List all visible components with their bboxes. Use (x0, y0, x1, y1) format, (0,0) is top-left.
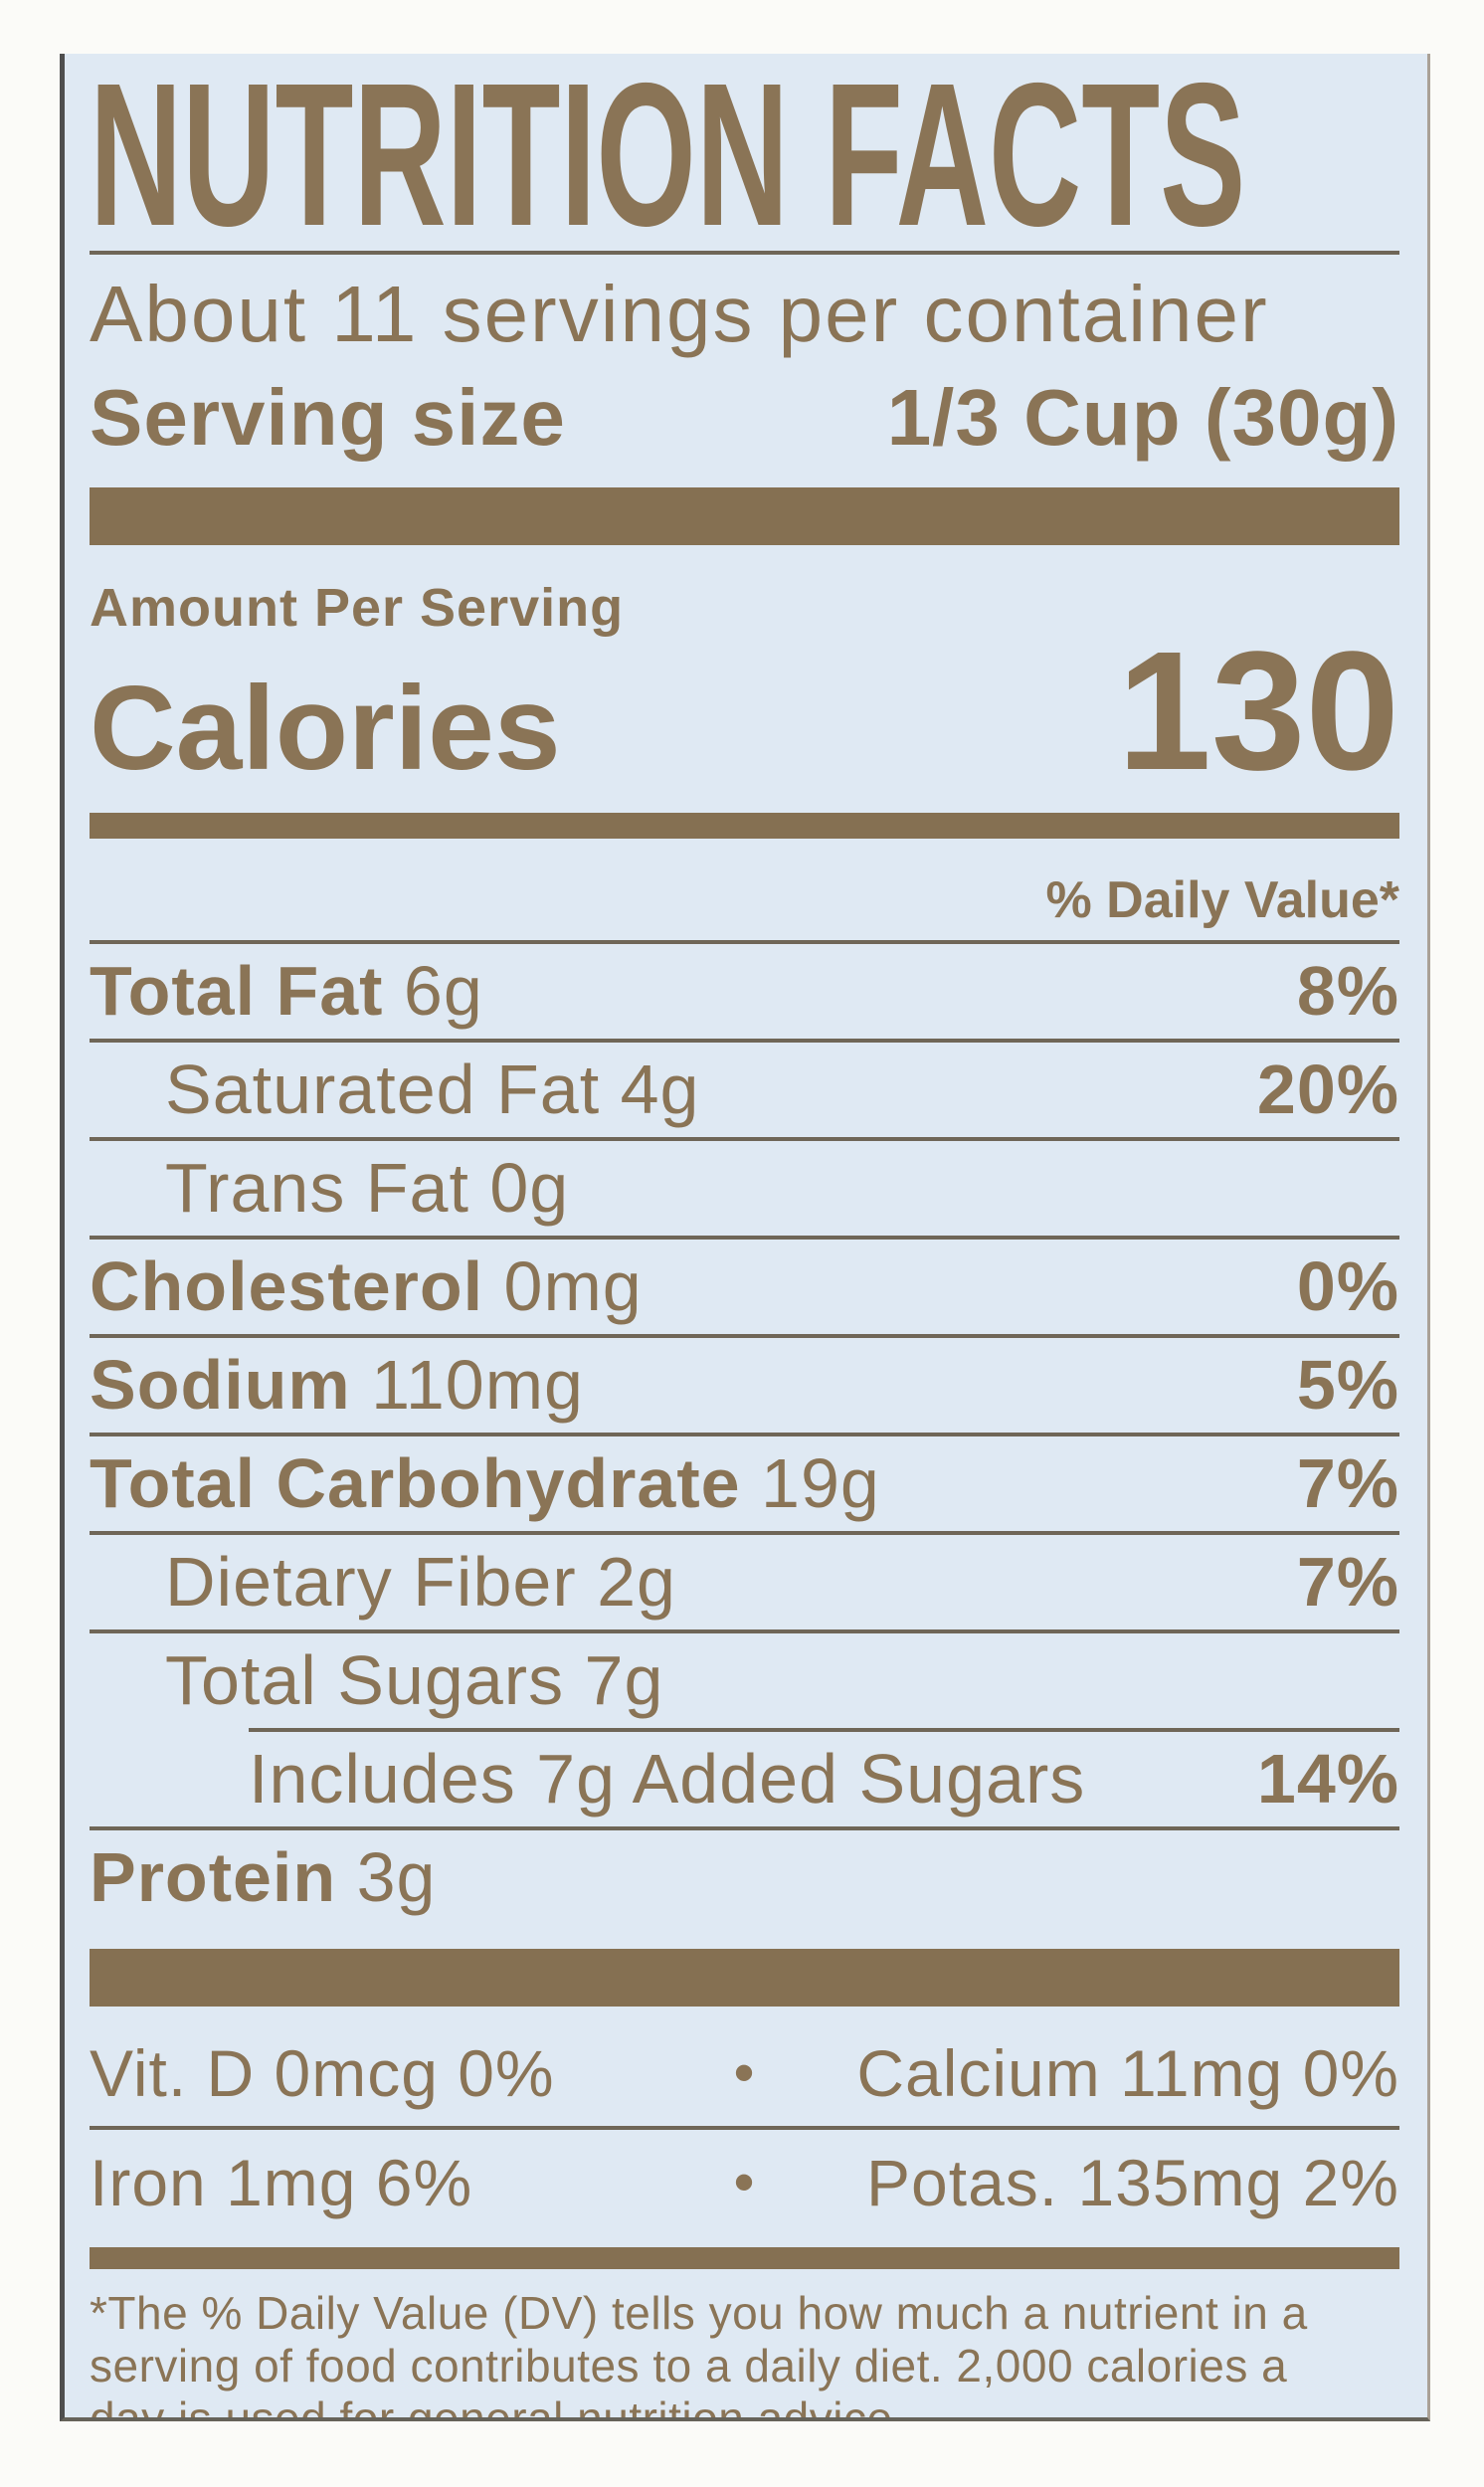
serving-size-row: Serving size 1/3 Cup (30g) (90, 372, 1399, 464)
nutrient-daily-value: 7% (1296, 1543, 1399, 1621)
nutrient-name-amount: Total Carbohydrate 19g (90, 1444, 880, 1522)
bullet-separator: • (733, 2149, 756, 2215)
nutrient-row-saturated-fat: Saturated Fat 4g 20% (90, 1043, 1399, 1137)
section-bar-bottom (90, 2247, 1399, 2269)
row-divider (90, 1433, 1399, 1436)
row-divider (90, 1039, 1399, 1043)
amount-per-serving-label: Amount Per Serving (90, 578, 625, 638)
row-divider (90, 1531, 1399, 1535)
vitamin-right-value: Potas. 135mg 2% (866, 2146, 1399, 2219)
daily-value-footnote: *The % Daily Value (DV) tells you how mu… (90, 2287, 1399, 2421)
serving-size-label: Serving size (90, 373, 566, 462)
row-divider (90, 1826, 1399, 1830)
vitamin-left-value: Vit. D 0mcg 0% (90, 2036, 555, 2110)
nutrient-rows: Total Fat 6g 8% Saturated Fat 4g 20% Trans F… (90, 944, 1399, 1925)
section-bar-calories (90, 813, 1399, 839)
serving-size-value: 1/3 Cup (30g) (886, 373, 1399, 462)
calories-row: Calories 130 (90, 617, 1399, 806)
calories-label: Calories (90, 662, 561, 795)
footnote-line: serving of food contributes to a daily d… (90, 2340, 1288, 2391)
vitamin-row-vit: Vit. D 0mcg 0% • Calcium 11mg 0% (90, 2020, 1399, 2126)
nutrient-name-amount: Includes 7g Added Sugars (249, 1740, 1086, 1817)
vitamin-row-iron: Iron 1mg 6% • Potas. 135mg 2% (90, 2130, 1399, 2235)
row-divider (90, 1334, 1399, 1338)
nutrient-daily-value: 8% (1296, 952, 1399, 1030)
title-divider (90, 251, 1399, 255)
nutrient-daily-value: 0% (1296, 1247, 1399, 1325)
nutrient-daily-value: 5% (1296, 1346, 1399, 1424)
nutrient-name-amount: Total Fat 6g (90, 952, 483, 1030)
row-divider (90, 1137, 1399, 1141)
row-divider (249, 1728, 1399, 1732)
nutrient-row-sodium: Sodium 110mg 5% (90, 1338, 1399, 1433)
nutrient-name-amount: Cholesterol 0mg (90, 1247, 643, 1325)
footnote-line: *The % Daily Value (DV) tells you how mu… (90, 2287, 1308, 2339)
nutrient-row-protein: Protein 3g (90, 1830, 1399, 1925)
bullet-separator: • (733, 2039, 756, 2106)
nutrient-row-total-sugars: Total Sugars 7g (90, 1633, 1399, 1728)
nutrient-name-amount: Protein 3g (90, 1838, 437, 1916)
section-bar-protein (90, 1949, 1399, 2007)
vitamin-right-value: Calcium 11mg 0% (856, 2036, 1399, 2110)
nutrient-row-total-carbohydrate: Total Carbohydrate 19g 7% (90, 1436, 1399, 1531)
nutrition-facts-label: NUTRITION FACTS About 11 servings per co… (60, 54, 1430, 2421)
row-divider (90, 1629, 1399, 1633)
vitamin-left-value: Iron 1mg 6% (90, 2146, 473, 2219)
nutrient-row-trans-fat: Trans Fat 0g (90, 1141, 1399, 1236)
nutrient-row-total-fat: Total Fat 6g 8% (90, 944, 1399, 1039)
daily-value-divider (90, 940, 1399, 944)
nutrient-name-amount: Total Sugars 7g (165, 1641, 664, 1719)
servings-per-container: About 11 servings per container (90, 270, 1269, 358)
row-divider (90, 2126, 1399, 2130)
section-bar-top (90, 487, 1399, 545)
label-title: NUTRITION FACTS (90, 54, 1399, 269)
daily-value-header: % Daily Value* (1045, 871, 1399, 929)
nutrient-name-amount: Saturated Fat 4g (165, 1051, 700, 1128)
row-divider (90, 1236, 1399, 1240)
nutrient-row-includes-7g-added-sugars: Includes 7g Added Sugars 14% (90, 1732, 1399, 1826)
footnote-line: day is used for general nutrition advice… (90, 2392, 906, 2421)
nutrient-row-cholesterol: Cholesterol 0mg 0% (90, 1240, 1399, 1334)
nutrient-name-amount: Sodium 110mg (90, 1346, 584, 1424)
nutrient-name-amount: Trans Fat 0g (165, 1149, 570, 1227)
calories-value: 130 (1117, 617, 1399, 806)
nutrient-daily-value: 7% (1296, 1444, 1399, 1522)
nutrient-daily-value: 14% (1256, 1740, 1399, 1817)
vitamin-mineral-rows: Vit. D 0mcg 0% • Calcium 11mg 0% Iron 1mg 6… (90, 2020, 1399, 2235)
nutrient-daily-value: 20% (1256, 1051, 1399, 1128)
nutrient-row-dietary-fiber: Dietary Fiber 2g 7% (90, 1535, 1399, 1629)
label-title-text: NUTRITION FACTS (90, 54, 1246, 269)
nutrient-name-amount: Dietary Fiber 2g (165, 1543, 676, 1621)
